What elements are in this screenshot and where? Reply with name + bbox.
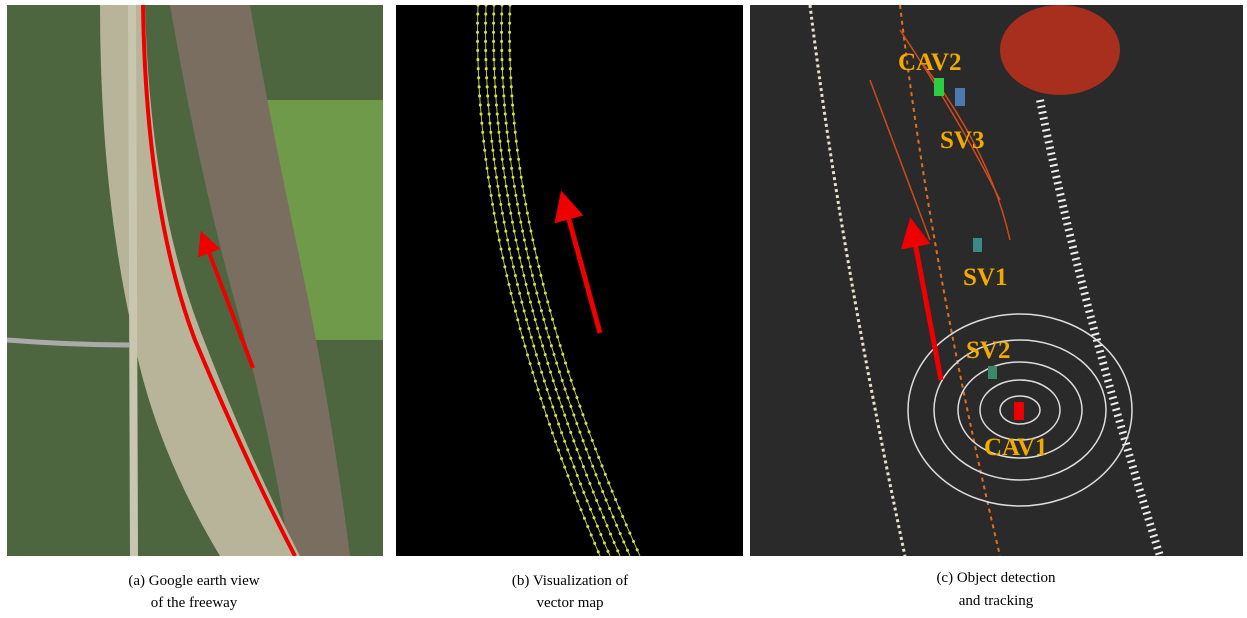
caption: (a) Google earth view [128,573,259,589]
caption: of the freeway [151,595,238,611]
sv3-box [955,88,965,106]
caption: vector map [536,595,603,611]
cav1-box [1014,402,1024,420]
vehicle-label: CAV2 [898,49,961,76]
map-background [396,5,743,556]
vector-map [396,5,743,556]
aerial-image [7,5,383,556]
caption: (c) Object detection [936,570,1056,586]
caption: and tracking [959,593,1034,609]
caption: (b) Visualization of [512,573,628,589]
sv1-box [973,238,982,252]
sv2-box [988,366,997,379]
foliage-points [1000,5,1120,95]
figure: CAV2 SV3 SV1 SV2 CAV1 (a) Google earth v… [0,0,1247,618]
vehicle-label: SV3 [940,127,984,154]
cav2-box [934,78,944,96]
vehicle-label: SV1 [963,264,1007,291]
vehicle-label: CAV1 [984,434,1047,461]
vehicle-label: SV2 [966,337,1010,364]
point-cloud: CAV2 SV3 SV1 SV2 CAV1 [750,5,1243,556]
